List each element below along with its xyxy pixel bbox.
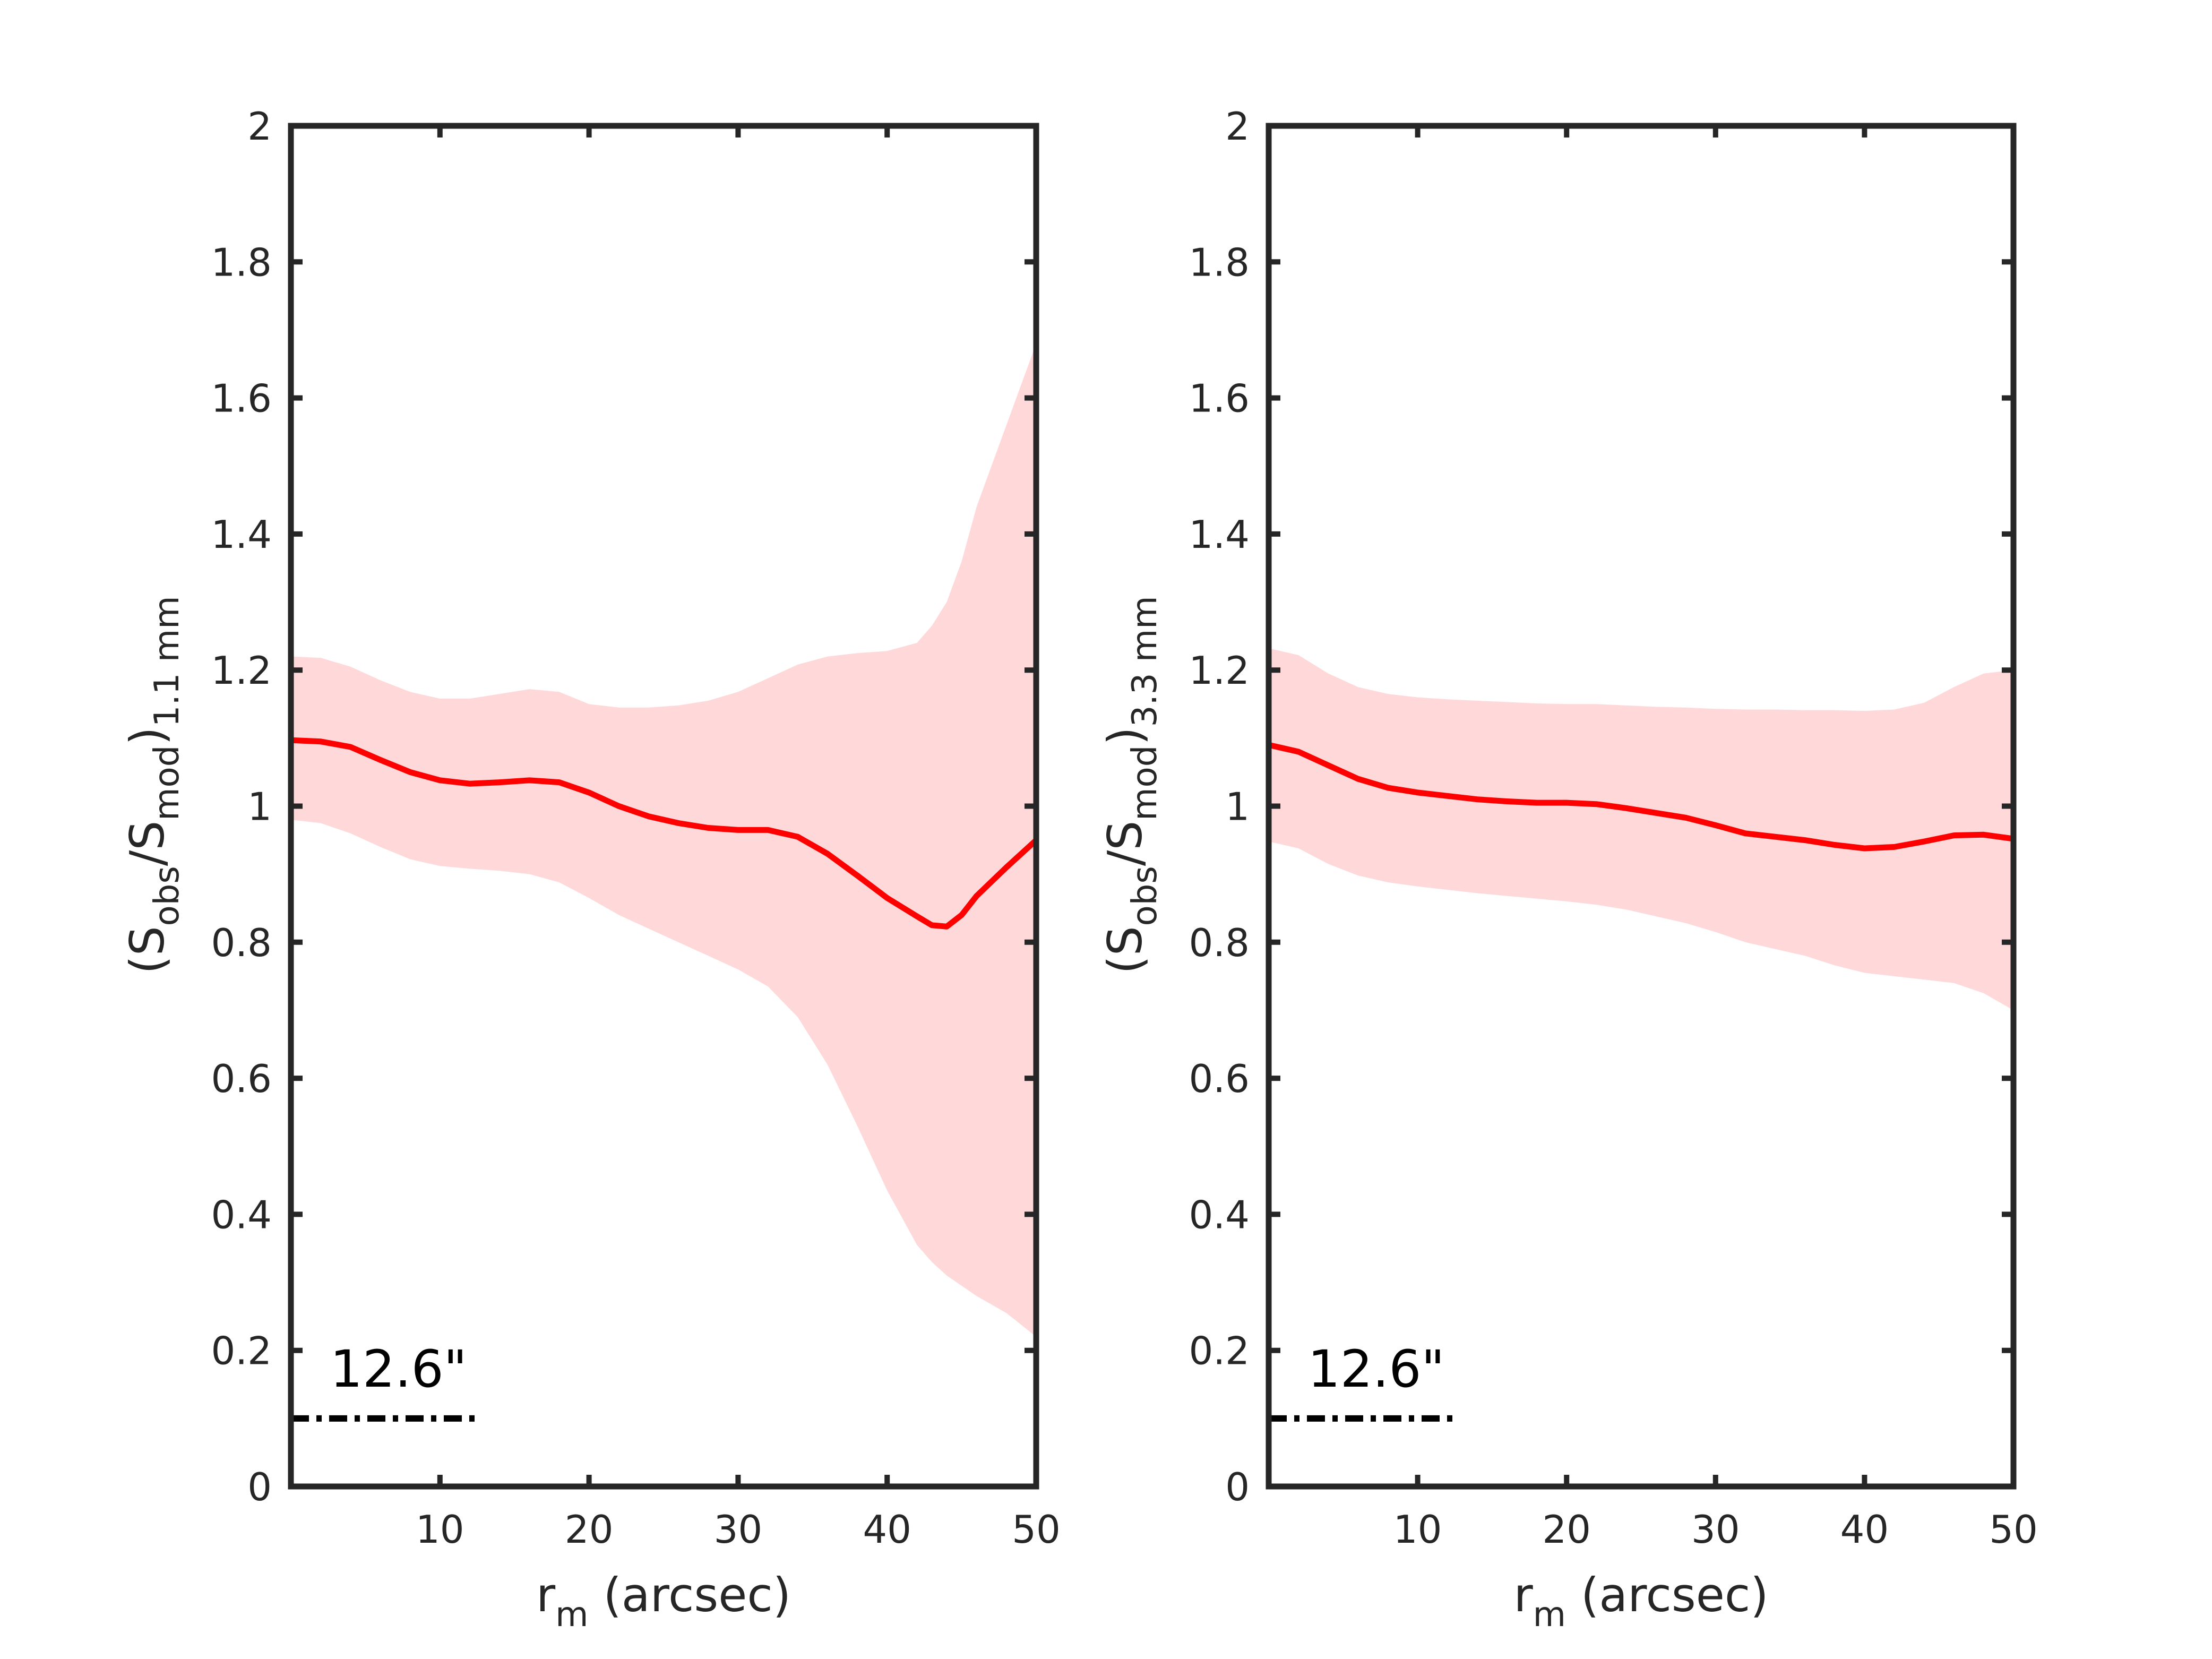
x-tick-label: 10: [1393, 1507, 1442, 1552]
y-axis-label-close: ): [1098, 727, 1152, 745]
y-axis-label: (Sobs/Smod)3.3 mm: [1098, 596, 1165, 974]
x-axis-label: rm (arcsec): [536, 1568, 791, 1635]
y-axis-label-sub-mod: mod: [148, 745, 187, 821]
right-chart-panel: 12.6" 0 0.2 0.4 0.6 0.8 1 1.2 1.4 1.6 1.8 2 10 20 30 40…: [1098, 104, 2038, 1635]
y-tick-label: 1.4: [211, 512, 272, 557]
y-axis-label-sub-obs: obs: [148, 866, 187, 926]
x-axis-label-sub: m: [555, 1595, 588, 1635]
y-tick-label: 1.4: [1189, 512, 1250, 557]
y-axis-label-open: (S: [1098, 926, 1152, 974]
y-axis-label-slash: /S: [120, 821, 175, 866]
y-tick-label: 1.6: [1189, 376, 1250, 421]
uncertainty-band: [1269, 648, 2013, 1010]
x-axis-label-rest: (arcsec): [1566, 1568, 1769, 1622]
left-chart-panel: 12.6" 0 0.2 0.4 0.6 0.8 1 1.2 1.4 1.6 1.8 2 10 20 30 40…: [120, 104, 1061, 1635]
y-tick-label: 0.4: [1189, 1192, 1250, 1237]
y-axis-label-sub-mod: mod: [1125, 745, 1165, 821]
scale-bar-label: 12.6": [330, 1339, 467, 1399]
y-axis-label-slash: /S: [1098, 821, 1152, 866]
y-axis-label-sub-band: 1.1 mm: [148, 596, 187, 727]
y-tick-label: 0.2: [1189, 1329, 1250, 1373]
x-tick-label: 30: [1691, 1507, 1740, 1552]
y-tick-label: 1.2: [211, 648, 272, 693]
x-axis-label-main: r: [536, 1568, 556, 1622]
axes-frame: [288, 123, 1039, 1490]
x-tick-label: 20: [1542, 1507, 1591, 1552]
y-tick-label: 1.6: [211, 376, 272, 421]
y-tick-label: 0: [247, 1465, 272, 1509]
x-tick-label: 20: [565, 1507, 614, 1552]
x-tick-label: 10: [416, 1507, 464, 1552]
x-axis-label-main: r: [1513, 1568, 1533, 1622]
y-axis-label-sub-obs: obs: [1125, 866, 1165, 926]
x-axis-label: rm (arcsec): [1513, 1568, 1768, 1635]
y-tick-label: 2: [1225, 104, 1250, 149]
x-tick-label: 30: [714, 1507, 763, 1552]
y-axis-label-sub-band: 3.3 mm: [1125, 596, 1165, 727]
y-tick-label: 0.8: [1189, 921, 1250, 965]
y-tick-label: 1: [1225, 785, 1250, 829]
y-axis-label-close: ): [120, 727, 175, 745]
y-tick-label: 1.8: [1189, 240, 1250, 285]
y-tick-label: 1.2: [1189, 648, 1250, 693]
y-tick-label: 0.6: [211, 1056, 272, 1101]
y-tick-label: 2: [247, 104, 272, 149]
axes-frame: [1266, 123, 2017, 1490]
x-tick-label: 50: [1989, 1507, 2038, 1552]
y-tick-label: 0.4: [211, 1192, 272, 1237]
x-tick-label: 40: [1840, 1507, 1889, 1552]
y-axis-label-open: (S: [120, 926, 175, 974]
y-tick-label: 1: [247, 785, 272, 829]
ratio-line: [1266, 742, 2017, 852]
ratio-line: [288, 737, 1039, 930]
x-tick-label: 40: [863, 1507, 911, 1552]
y-tick-label: 0: [1225, 1465, 1250, 1509]
y-axis-label: (Sobs/Smod)1.1 mm: [120, 596, 187, 974]
uncertainty-band: [291, 343, 1036, 1337]
y-tick-label: 0.6: [1189, 1056, 1250, 1101]
y-tick-label: 0.8: [211, 921, 272, 965]
scale-bar-label: 12.6": [1308, 1339, 1445, 1399]
x-tick-label: 50: [1012, 1507, 1061, 1552]
y-tick-label: 0.2: [211, 1329, 272, 1373]
x-axis-label-sub: m: [1533, 1595, 1566, 1635]
x-axis-label-rest: (arcsec): [588, 1568, 791, 1622]
y-tick-label: 1.8: [211, 240, 272, 285]
